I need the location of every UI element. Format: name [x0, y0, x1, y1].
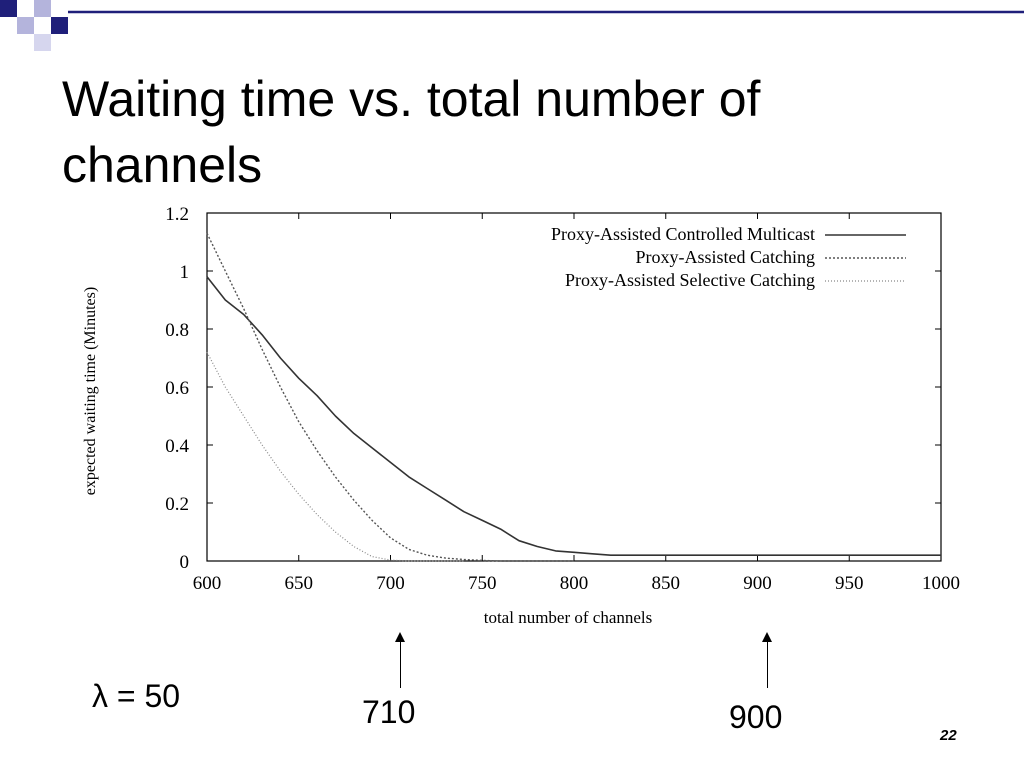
y-tick-label: 1.2 [165, 204, 189, 225]
y-axis-label: expected waiting time (Minutes) [82, 287, 99, 495]
y-tick-label: 0 [180, 552, 190, 573]
plot-frame [206, 212, 942, 562]
y-tick-label: 1 [180, 262, 190, 283]
marker-label-b: 900 [729, 699, 783, 735]
series-line-1 [206, 276, 941, 557]
arrow-up-icon [395, 632, 405, 688]
slide-title: Waiting time vs. total number of channel… [62, 71, 761, 193]
x-axis-label: total number of channels [484, 608, 653, 627]
decorative-square [34, 0, 51, 17]
legend-label: Proxy-Assisted Controlled Multicast [551, 224, 815, 244]
x-tick-label: 850 [652, 573, 681, 594]
legend-label: Proxy-Assisted Selective Catching [565, 270, 815, 290]
corner-decoration [0, 0, 1024, 51]
y-tick-label: 0.6 [165, 378, 189, 399]
x-tick-label: 900 [743, 573, 772, 594]
decorative-square [0, 0, 17, 17]
decorative-square [51, 17, 68, 34]
series-line-2 [206, 232, 574, 562]
x-tick-label: 800 [560, 573, 589, 594]
decorative-square [17, 17, 34, 34]
marker-label-a: 710 [362, 694, 416, 730]
x-tick-label: 650 [285, 573, 314, 594]
x-tick-label: 1000 [922, 573, 960, 594]
page-number: 22 [940, 727, 957, 744]
decorative-square [34, 34, 51, 51]
x-tick-label: 750 [468, 573, 497, 594]
series-line-3 [206, 351, 464, 562]
y-tick-label: 0.2 [165, 494, 189, 515]
y-tick-label: 0.4 [165, 436, 189, 457]
y-tick-label: 0.8 [165, 320, 189, 341]
lambda-label: λ = 50 [92, 678, 181, 714]
x-tick-label: 700 [376, 573, 405, 594]
x-tick-label: 600 [193, 573, 222, 594]
x-tick-label: 950 [835, 573, 864, 594]
legend-label: Proxy-Assisted Catching [636, 247, 816, 267]
arrow-up-icon [762, 632, 772, 688]
